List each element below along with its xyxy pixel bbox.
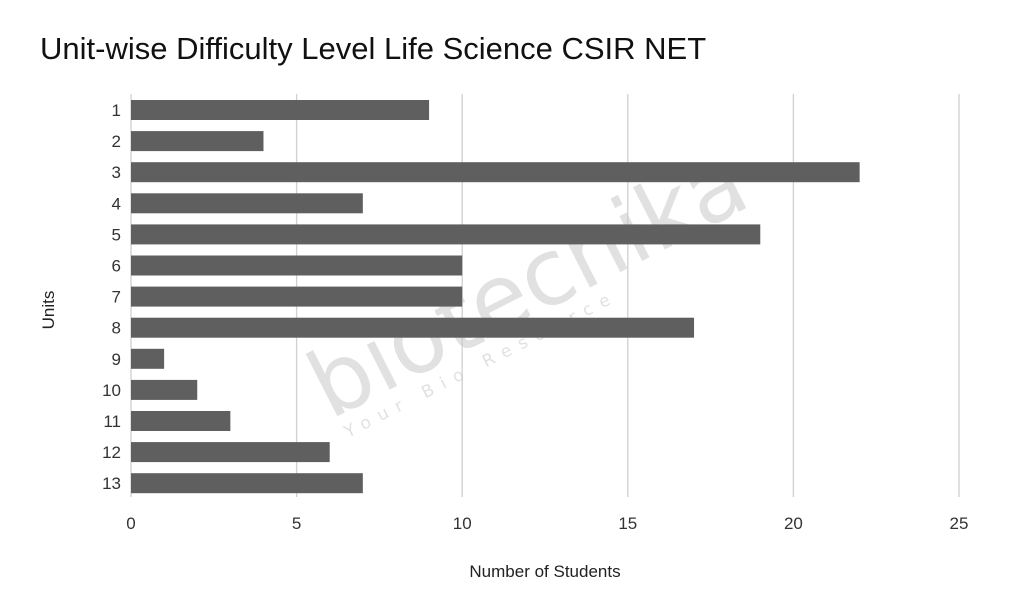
y-tick-label: 12 [102, 443, 121, 462]
bar-unit-3 [131, 162, 860, 183]
bar-unit-11 [131, 411, 231, 431]
y-axis-title: Units [39, 291, 58, 330]
y-tick-label: 5 [112, 225, 121, 244]
bar-unit-8 [131, 317, 695, 338]
y-tick-label: 3 [112, 163, 121, 182]
y-tick-label: 1 [112, 101, 121, 120]
bar-unit-10 [131, 379, 198, 400]
y-tick-label: 2 [112, 132, 121, 151]
x-tick-label: 5 [292, 514, 301, 533]
bar-unit-5 [131, 224, 761, 245]
y-tick-label: 7 [112, 288, 121, 307]
x-axis-title: Number of Students [469, 562, 620, 581]
x-tick-label: 10 [453, 514, 472, 533]
bar-unit-9 [131, 348, 165, 369]
bar-unit-13 [131, 473, 363, 494]
y-tick-label: 8 [112, 319, 121, 338]
bar-layer [131, 100, 860, 494]
y-tick-label: 10 [102, 381, 121, 400]
y-tick-label: 6 [112, 257, 121, 276]
y-tick-label: 9 [112, 350, 121, 369]
y-tick-label: 13 [102, 474, 121, 493]
bar-unit-12 [131, 442, 330, 463]
bar-unit-1 [131, 100, 430, 120]
x-tick-label: 0 [126, 514, 135, 533]
bar-unit-6 [131, 255, 463, 276]
y-tick-label: 11 [103, 412, 121, 431]
x-tick-labels: 0 5 10 15 20 25 [126, 514, 968, 533]
bar-unit-4 [131, 193, 363, 214]
chart-title: Unit-wise Difficulty Level Life Science … [40, 31, 707, 66]
x-tick-label: 20 [784, 514, 803, 533]
bar-unit-7 [131, 286, 463, 307]
y-tick-label: 4 [112, 194, 121, 213]
x-tick-label: 15 [618, 514, 637, 533]
x-tick-label: 25 [950, 514, 969, 533]
bar-unit-2 [131, 131, 264, 152]
